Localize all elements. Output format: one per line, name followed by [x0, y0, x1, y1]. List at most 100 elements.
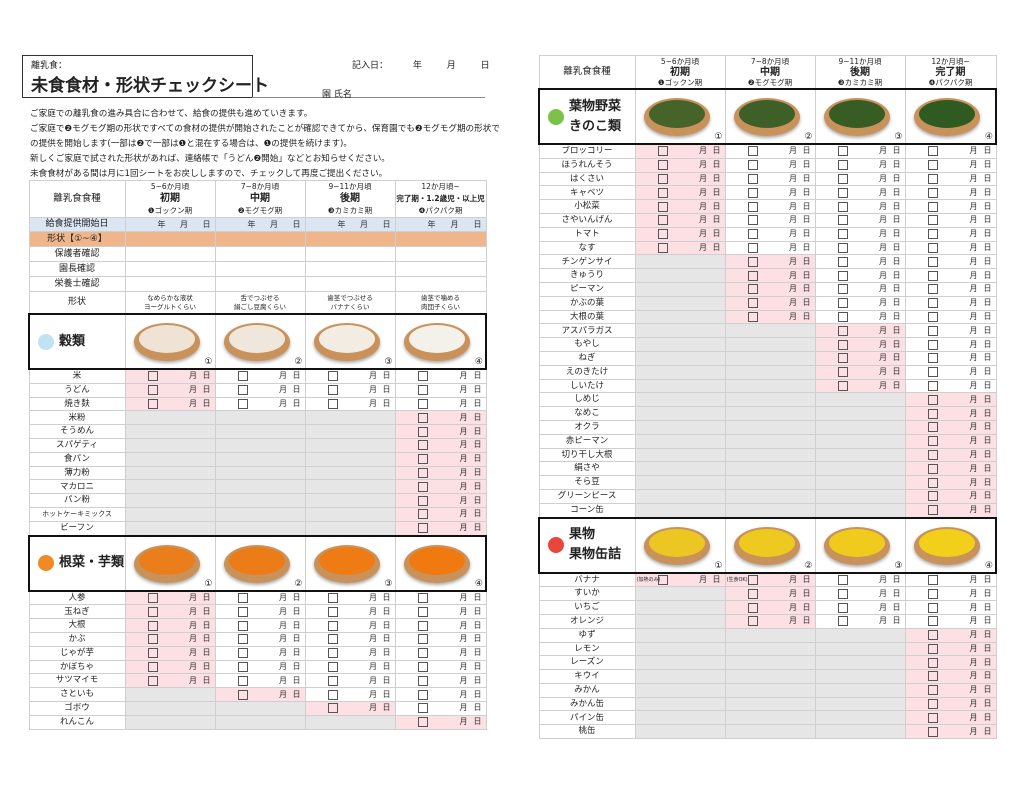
checkbox[interactable]: [417, 467, 428, 478]
checkbox[interactable]: [927, 339, 938, 350]
check-cell[interactable]: 月日: [394, 687, 487, 702]
checkbox[interactable]: [927, 325, 938, 336]
check-cell[interactable]: 月日: [814, 350, 906, 366]
check-cell[interactable]: 月日: [634, 199, 726, 214]
checkbox[interactable]: [747, 201, 758, 212]
check-cell[interactable]: 月日: [904, 337, 997, 352]
checkbox[interactable]: [657, 229, 668, 240]
checkbox[interactable]: [147, 620, 158, 631]
check-cell[interactable]: 月日: [394, 368, 487, 384]
checkbox[interactable]: [927, 685, 938, 696]
director-cell[interactable]: [214, 261, 306, 277]
check-cell[interactable]: 月日: [904, 627, 997, 643]
check-cell[interactable]: 月日: [724, 254, 816, 270]
checkbox[interactable]: [837, 311, 848, 322]
check-cell[interactable]: 月日: [814, 364, 906, 380]
checkbox[interactable]: [747, 270, 758, 281]
check-cell[interactable]: 月日: [814, 185, 906, 201]
checkbox[interactable]: [837, 173, 848, 184]
checkbox[interactable]: [747, 311, 758, 322]
check-cell[interactable]: 月日: [814, 586, 906, 602]
check-cell[interactable]: 月日: [394, 396, 487, 412]
check-cell[interactable]: 月日: [724, 586, 816, 602]
checkbox[interactable]: [237, 398, 248, 409]
checkbox[interactable]: [747, 173, 758, 184]
checkbox[interactable]: [657, 242, 668, 253]
checkbox[interactable]: [837, 284, 848, 295]
checkbox[interactable]: [837, 325, 848, 336]
checkbox[interactable]: [327, 689, 338, 700]
check-cell[interactable]: 月日: [304, 700, 396, 716]
check-cell[interactable]: 月日: [904, 586, 997, 602]
check-cell[interactable]: 月日: [634, 226, 726, 242]
check-cell[interactable]: 月日: [814, 199, 906, 214]
checkbox[interactable]: [417, 703, 428, 714]
check-cell[interactable]: 月日: [904, 406, 997, 421]
checkbox[interactable]: [417, 523, 428, 534]
checkbox[interactable]: [837, 229, 848, 240]
check-cell[interactable]: 月日: [904, 240, 997, 256]
checkbox[interactable]: [837, 588, 848, 599]
checkbox[interactable]: [927, 574, 938, 585]
checkbox[interactable]: [147, 648, 158, 659]
check-cell[interactable]: 月日: [214, 590, 306, 606]
shape_range-cell[interactable]: [304, 231, 396, 247]
checkbox[interactable]: [327, 398, 338, 409]
check-cell[interactable]: 月日: [394, 410, 487, 426]
check-cell[interactable]: 月日: [724, 600, 816, 615]
check-cell[interactable]: 月日: [394, 465, 487, 481]
check-cell[interactable]: 月日: [904, 696, 997, 712]
check-cell[interactable]: 月日: [394, 479, 487, 495]
checkbox[interactable]: [417, 454, 428, 465]
shape_range-cell[interactable]: [124, 231, 216, 247]
check-cell[interactable]: 月日: [814, 600, 906, 615]
checkbox[interactable]: [837, 339, 848, 350]
checkbox[interactable]: [327, 385, 338, 396]
checkbox[interactable]: [327, 606, 338, 617]
check-cell[interactable]: 月日: [304, 396, 396, 412]
check-cell[interactable]: 月日: [904, 378, 997, 394]
checkbox[interactable]: [417, 412, 428, 423]
check-cell[interactable]: 月日: [904, 502, 997, 519]
checkbox[interactable]: [417, 675, 428, 686]
start_date-cell[interactable]: 年月日: [304, 217, 396, 232]
checkbox[interactable]: [417, 661, 428, 672]
check-cell[interactable]: 月日: [394, 604, 487, 620]
check-cell[interactable]: 月日: [814, 613, 906, 629]
parent-cell[interactable]: [124, 246, 216, 262]
checkbox[interactable]: [837, 353, 848, 364]
checkbox[interactable]: [927, 380, 938, 391]
check-cell[interactable]: 月日: [904, 641, 997, 657]
checkbox[interactable]: [327, 675, 338, 686]
check-cell[interactable]: 月日: [904, 309, 997, 325]
check-cell[interactable]: 月日: [904, 212, 997, 228]
checkbox[interactable]: [927, 588, 938, 599]
check-cell[interactable]: 月日: [724, 268, 816, 283]
check-cell[interactable]: 月日: [724, 143, 816, 159]
check-cell[interactable]: 月日: [634, 185, 726, 201]
checkbox[interactable]: [237, 592, 248, 603]
start_date-cell[interactable]: 年月日: [214, 217, 306, 232]
checkbox[interactable]: [927, 173, 938, 184]
checkbox[interactable]: [147, 592, 158, 603]
checkbox[interactable]: [327, 703, 338, 714]
check-cell[interactable]: 月日: [814, 157, 906, 173]
check-cell[interactable]: 月日: [124, 396, 216, 412]
check-cell[interactable]: 月日: [304, 604, 396, 620]
check-cell[interactable]: 月日: [394, 645, 487, 661]
check-cell[interactable]: 月日: [124, 590, 216, 606]
checkbox[interactable]: [927, 643, 938, 654]
checkbox[interactable]: [417, 398, 428, 409]
checkbox[interactable]: [837, 215, 848, 226]
check-cell[interactable]: 月日: [634, 143, 726, 159]
shape_range-cell[interactable]: [214, 231, 306, 247]
checkbox[interactable]: [237, 689, 248, 700]
check-cell[interactable]: 月日: [724, 309, 816, 325]
checkbox[interactable]: [417, 689, 428, 700]
checkbox[interactable]: [837, 574, 848, 585]
check-cell[interactable]: 月日: [814, 281, 906, 297]
checkbox[interactable]: [417, 426, 428, 437]
check-cell[interactable]: 月日: [214, 687, 306, 702]
check-cell[interactable]: 月日: [904, 655, 997, 671]
checkbox[interactable]: [837, 242, 848, 253]
